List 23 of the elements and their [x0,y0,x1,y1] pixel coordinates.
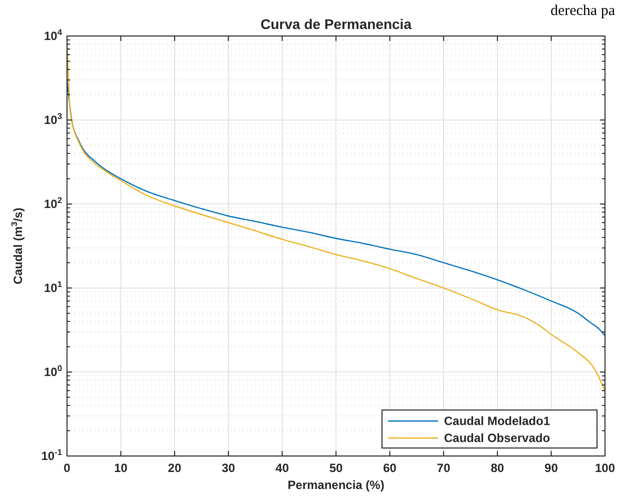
legend-label: Caudal Observado [444,431,550,445]
text: derecha pa [550,3,616,19]
y-tick-label: 10$^{2}$ [44,195,62,211]
y-tick-label: 10$^{-1}$ [41,447,62,463]
y-tick-label: 10$^{1}$ [44,279,62,295]
chart-title: Curva de Permanencia [260,16,412,32]
x-axis-title: Permanencia (%) [288,478,384,492]
x-tick-label: 10 [114,461,128,475]
x-tick-label: 100 [594,461,616,475]
x-tick-label: 90 [544,461,558,475]
x-tick-label: 0 [64,461,71,475]
x-tick-label: 30 [222,461,236,475]
y-tick-label: 10$^{3}$ [44,111,62,127]
y-tick-label: 10$^{4}$ [44,27,62,43]
x-tick-label: 20 [168,461,182,475]
x-tick-label: 40 [276,461,290,475]
x-tick-label: 60 [383,461,397,475]
line-series [66,79,606,336]
x-tick-label: 70 [436,461,451,475]
y-tick-label: 10$^{0}$ [44,363,62,379]
x-tick-label: 50 [329,461,343,475]
legend-label: Caudal Modelado1 [444,414,550,428]
x-tick-label: 80 [490,461,504,475]
